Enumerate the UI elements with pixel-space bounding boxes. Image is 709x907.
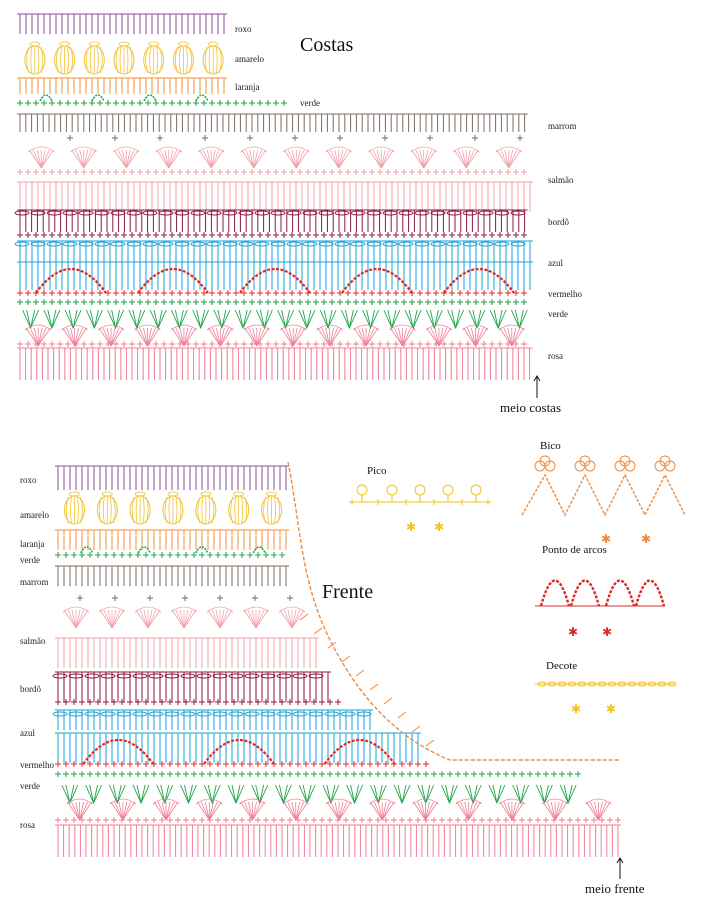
svg-text:✱: ✱ (606, 702, 616, 716)
legend-bico-title: Bico (540, 440, 561, 452)
svg-text:✱: ✱ (641, 532, 651, 546)
costas-label-laranja: laranja (235, 82, 260, 92)
costas-label-bordo: bordô (548, 217, 569, 227)
costas-label-marrom: marrom (548, 121, 577, 131)
costas-label-verde-2: verde (548, 309, 568, 319)
costas-label-azul: azul (548, 258, 563, 268)
frente-label-amarelo: amarelo (20, 510, 49, 520)
legend-arcos-title: Ponto de arcos (542, 544, 607, 556)
frente-label-laranja: laranja (20, 539, 45, 549)
legend-pico-title: Pico (367, 465, 387, 477)
costas-center-marker: meio costas (500, 400, 562, 415)
frente-diagram (52, 461, 624, 879)
costas-title: Costas (300, 34, 354, 56)
svg-text:✱: ✱ (602, 625, 612, 639)
costas-diagram (14, 13, 541, 398)
legend-decote-title: Decote (546, 660, 578, 672)
svg-text:✱: ✱ (434, 520, 444, 534)
frente-label-bordo: bordô (20, 684, 41, 694)
frente-label-verde-2: verde (20, 781, 40, 791)
costas-label-verde: verde (300, 98, 320, 108)
stitch-legend: ✱ ✱ ✱ ✱ ✱ ✱ ✱ ✱ (349, 455, 686, 716)
svg-text:✱: ✱ (571, 702, 581, 716)
svg-text:✱: ✱ (601, 532, 611, 546)
frente-label-salmao: salmão (20, 636, 46, 646)
frente-label-verde: verde (20, 555, 40, 565)
frente-label-vermelho: vermelho (20, 760, 54, 770)
frente-title: Frente (322, 581, 374, 603)
frente-center-marker: meio frente (585, 881, 645, 896)
frente-label-marrom: marrom (20, 577, 49, 587)
costas-label-amarelo: amarelo (235, 54, 264, 64)
frente-label-rosa: rosa (20, 820, 35, 830)
costas-label-roxo: roxo (235, 24, 252, 34)
svg-text:✱: ✱ (406, 520, 416, 534)
costas-label-rosa: rosa (548, 351, 563, 361)
frente-label-roxo: roxo (20, 475, 37, 485)
svg-text:✱: ✱ (568, 625, 578, 639)
frente-label-azul: azul (20, 728, 35, 738)
costas-label-salmao: salmão (548, 175, 574, 185)
costas-label-vermelho: vermelho (548, 289, 582, 299)
